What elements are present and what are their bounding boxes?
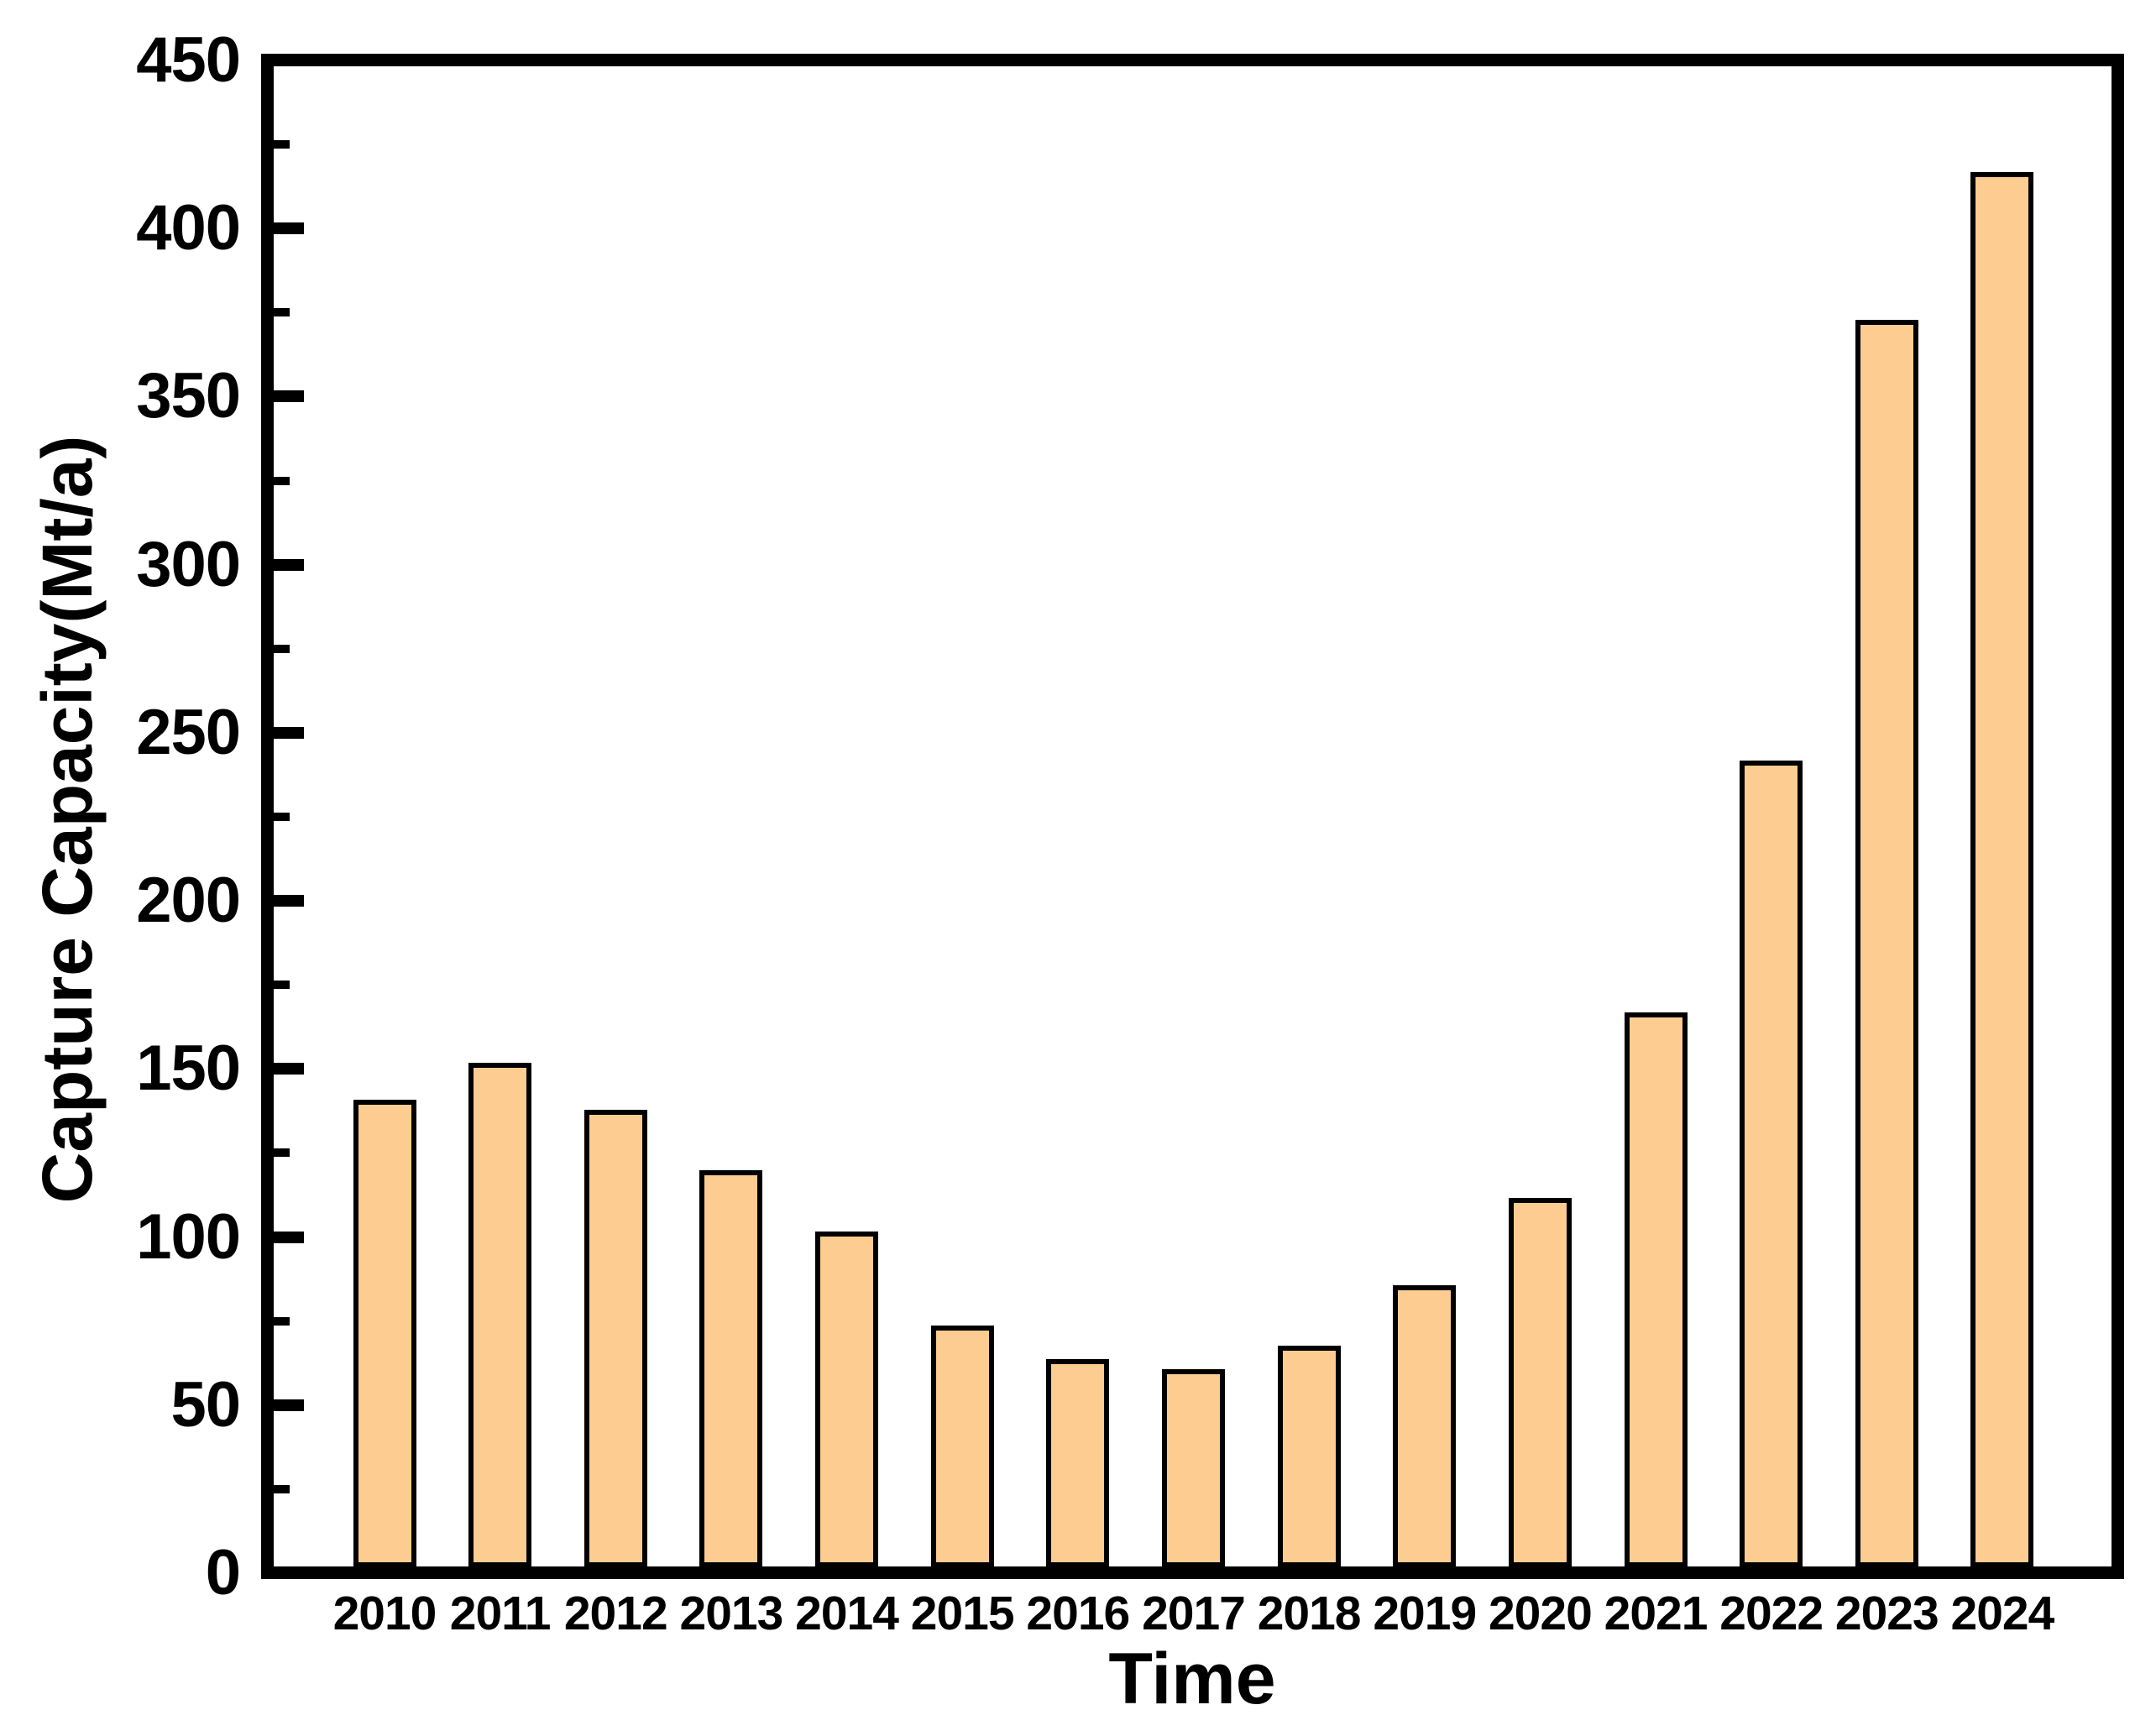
bar-2010 <box>353 1100 416 1567</box>
y-tick-label: 100 <box>136 1200 241 1273</box>
x-tick-label-2019: 2019 <box>1373 1587 1477 1640</box>
plot-frame <box>261 54 2124 1579</box>
x-tick-label-2024: 2024 <box>1950 1587 2055 1640</box>
x-tick-label-2012: 2012 <box>563 1587 668 1640</box>
y-major-tick <box>274 1063 304 1075</box>
bar-2022 <box>1740 760 1803 1567</box>
bar-2015 <box>930 1325 994 1567</box>
y-tick-label: 50 <box>170 1368 241 1441</box>
y-tick-label: 0 <box>205 1537 241 1608</box>
y-major-tick <box>274 390 304 403</box>
y-minor-tick <box>274 1484 290 1493</box>
bar-2011 <box>468 1063 532 1567</box>
x-axis-title: Time <box>1108 1639 1276 1719</box>
y-tick-label: 250 <box>136 696 241 768</box>
y-major-tick <box>274 1399 304 1411</box>
y-tick-label: 450 <box>136 24 241 96</box>
x-tick-label-2020: 2020 <box>1488 1587 1593 1640</box>
bar-2019 <box>1393 1284 1457 1567</box>
x-tick-label-2010: 2010 <box>332 1587 437 1640</box>
y-minor-tick <box>274 308 290 317</box>
y-major-tick <box>274 558 304 571</box>
bar-2013 <box>699 1170 763 1567</box>
y-major-tick <box>274 726 304 739</box>
y-major-tick <box>274 55 304 66</box>
y-minor-tick <box>274 644 290 653</box>
y-tick-label: 400 <box>136 192 241 264</box>
x-tick-label-2017: 2017 <box>1142 1587 1246 1640</box>
y-major-tick <box>274 1231 304 1243</box>
x-tick-label-2023: 2023 <box>1834 1587 1939 1640</box>
y-tick-label: 300 <box>136 528 241 600</box>
bar-2020 <box>1508 1197 1572 1567</box>
y-tick-label: 150 <box>136 1033 241 1105</box>
bar-2023 <box>1855 320 1918 1567</box>
x-tick-label-2016: 2016 <box>1026 1587 1130 1640</box>
y-major-tick <box>274 222 304 235</box>
bar-2014 <box>815 1231 879 1567</box>
bar-2024 <box>1970 172 2034 1567</box>
y-minor-tick <box>274 813 290 821</box>
y-tick-label: 200 <box>136 865 241 937</box>
y-major-tick <box>274 1567 304 1579</box>
x-tick-label-2022: 2022 <box>1719 1587 1824 1640</box>
x-tick-label-2021: 2021 <box>1604 1587 1709 1640</box>
bar-2018 <box>1277 1345 1341 1567</box>
x-tick-label-2013: 2013 <box>679 1587 784 1640</box>
x-tick-label-2014: 2014 <box>795 1587 899 1640</box>
bar-2021 <box>1624 1012 1688 1567</box>
y-minor-tick <box>274 1148 290 1158</box>
y-minor-tick <box>274 1316 290 1326</box>
bar-2017 <box>1161 1368 1225 1567</box>
y-minor-tick <box>274 140 290 149</box>
y-minor-tick <box>274 981 290 990</box>
x-tick-label-2018: 2018 <box>1257 1587 1362 1640</box>
y-major-tick <box>274 895 304 907</box>
y-tick-label: 350 <box>136 360 241 432</box>
y-minor-tick <box>274 476 290 485</box>
x-tick-label-2011: 2011 <box>449 1587 552 1640</box>
bar-2016 <box>1046 1358 1110 1567</box>
bar-2012 <box>583 1110 647 1567</box>
x-tick-label-2015: 2015 <box>910 1587 1015 1640</box>
